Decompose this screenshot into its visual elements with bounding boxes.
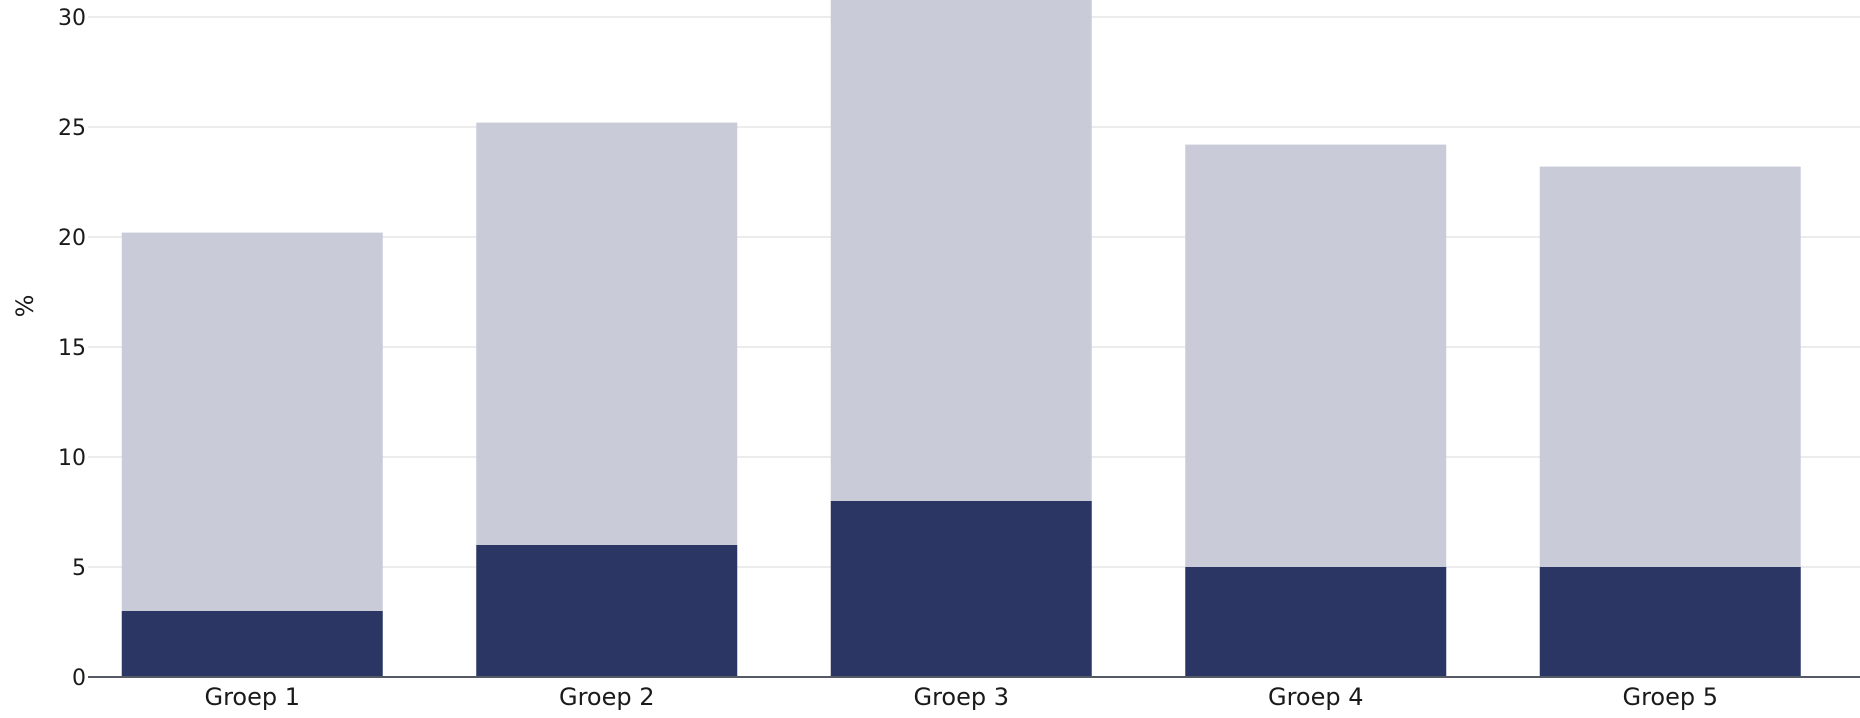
x-tick-label-2: Groep 2 xyxy=(559,683,655,711)
y-tick-label-15: 15 xyxy=(58,336,86,361)
bar-segment-4-2 xyxy=(1185,144,1447,567)
bar-segment-1-1 xyxy=(121,611,383,677)
bar-segment-5-1 xyxy=(1539,567,1801,677)
y-tick-label-5: 5 xyxy=(72,556,86,581)
bar-segment-5-2 xyxy=(1539,166,1801,567)
bar-segment-2-1 xyxy=(476,545,738,677)
bar-segment-1-2 xyxy=(121,232,383,611)
y-tick-label-20: 20 xyxy=(58,226,86,251)
bar-segment-3-2 xyxy=(830,0,1092,501)
x-tick-label-3: Groep 3 xyxy=(913,683,1009,711)
y-tick-label-0: 0 xyxy=(72,666,86,691)
bars-layer xyxy=(121,0,1801,677)
y-tick-label-30: 30 xyxy=(58,6,86,31)
x-tick-label-1: Groep 1 xyxy=(204,683,300,711)
x-tick-label-5: Groep 5 xyxy=(1622,683,1718,711)
labels-layer: 0 5 10 15 20 25 30 Groep 1 Groep 2 Groep 3 Groep 4… xyxy=(58,6,1718,711)
y-tick-label-25: 25 xyxy=(58,116,86,141)
x-tick-label-4: Groep 4 xyxy=(1268,683,1364,711)
bar-segment-3-1 xyxy=(830,501,1092,677)
bar-segment-2-2 xyxy=(476,122,738,545)
y-axis-title: % xyxy=(11,295,39,318)
bar-segment-4-1 xyxy=(1185,567,1447,677)
y-tick-label-10: 10 xyxy=(58,446,86,471)
